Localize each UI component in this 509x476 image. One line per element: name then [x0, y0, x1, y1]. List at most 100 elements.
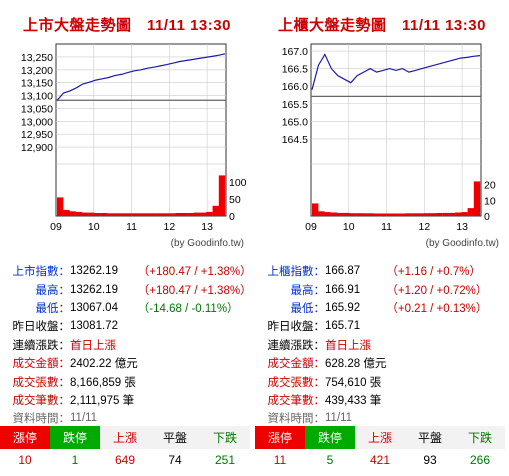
- stat-change: [386, 391, 487, 409]
- limit-down-count: 1: [71, 452, 79, 467]
- volume-bar: [181, 213, 188, 216]
- stat-label: 昨日收盤：: [12, 321, 71, 334]
- volume-bar: [399, 213, 406, 216]
- volume-bar: [312, 203, 319, 216]
- volume-bar: [81, 212, 89, 216]
- stat-change: [138, 391, 252, 409]
- volume-bar: [455, 212, 462, 216]
- panel-title: 上櫃大盤走勢圖 11/11 13:30: [278, 17, 486, 34]
- stat-row: 成交筆數： 2,111,975 筆: [10, 391, 252, 409]
- volume-bar: [349, 213, 356, 216]
- volume-bar: [436, 213, 443, 216]
- y-tick-label: 13,000: [21, 116, 53, 128]
- y-tick-label: 13,250: [21, 52, 53, 64]
- volume-bar: [162, 213, 170, 216]
- limit-down-header: 跌停: [50, 426, 100, 449]
- advance-header: 上漲: [100, 426, 150, 449]
- x-tick-label: 11: [381, 221, 392, 233]
- stat-change: [138, 372, 252, 390]
- panel-title: 上市大盤走勢圖 11/11 13:30: [23, 17, 231, 34]
- volume-bar: [169, 213, 176, 216]
- volume-bar: [106, 213, 114, 216]
- volume-bar: [374, 213, 381, 216]
- plot-frame: [55, 43, 227, 217]
- stat-change: [386, 354, 487, 372]
- volume-tick-label: 100: [229, 177, 247, 189]
- stat-change: （+1.20 / +0.72%）: [386, 284, 488, 297]
- stat-label: 最低：: [290, 302, 326, 315]
- volume-bar: [212, 205, 219, 216]
- stats-table: 上市指數： 13262.19 （+180.47 / +1.38%） 最高： 13262.…: [10, 262, 252, 428]
- volume-tick-label: 10: [484, 195, 496, 207]
- volume-bar: [206, 211, 213, 216]
- volume-bar: [94, 213, 101, 216]
- volume-tick-label: 0: [229, 211, 235, 223]
- volume-bar: [218, 175, 226, 216]
- stat-change: [138, 336, 252, 354]
- stat-row: 成交金額： 2402.22 億元: [10, 354, 252, 372]
- volume-bar: [187, 213, 195, 216]
- volume-bar: [355, 213, 362, 216]
- volume-bar: [461, 212, 468, 216]
- volume-bar: [193, 212, 201, 216]
- volume-bar: [63, 209, 70, 216]
- stat-value: 首日上漲: [70, 339, 116, 352]
- limit-up-header: 漲停: [255, 426, 305, 449]
- stat-change: （+180.47 / +1.38%）: [137, 266, 252, 279]
- stat-value: 13262.19: [70, 265, 118, 278]
- y-tick-label: 167.0: [282, 46, 308, 58]
- decline-count: 266: [469, 452, 491, 467]
- x-tick-label: 10: [343, 221, 355, 233]
- stat-row: 成交張數： 8,166,859 張: [10, 372, 252, 390]
- volume-bar: [131, 213, 139, 216]
- volume-bar: [405, 213, 412, 216]
- volume-tick-label: 50: [229, 194, 241, 206]
- stat-label: 成交張數：: [267, 376, 326, 389]
- x-tick-label: 11: [126, 221, 137, 233]
- volume-bar: [343, 212, 350, 216]
- volume-bar: [392, 213, 400, 216]
- stat-change: [386, 372, 487, 390]
- stat-change: [138, 317, 252, 335]
- stat-label: 最高：: [35, 284, 71, 297]
- volume-bar: [467, 208, 474, 216]
- stat-row: 最低： 13067.04 （-14.68 / -0.11%）: [10, 299, 252, 317]
- y-tick-label: 13,050: [21, 103, 53, 115]
- unchanged-header: 平盤: [405, 426, 455, 449]
- breadth-table: 漲停 跌停 上漲 平盤 下跌 11 5 421 93 266: [255, 426, 505, 470]
- volume-bar: [88, 212, 95, 216]
- stat-change: [386, 317, 487, 335]
- volume-bar: [442, 212, 450, 216]
- volume-bar: [330, 212, 338, 216]
- stat-value: 13262.19: [70, 283, 118, 296]
- stat-label: 最低：: [35, 302, 71, 315]
- y-tick-label: 12,900: [21, 142, 53, 154]
- tpex-panel: 上櫃大盤走勢圖 11/11 13:30 09 10 11 12 13 167.0 166.5…: [255, 0, 509, 476]
- credit-label: (by Goodinfo.tw): [426, 238, 499, 249]
- stat-label: 成交金額：: [267, 358, 326, 371]
- twse-panel: 上市大盤走勢圖 11/11 13:30 09 10 11 12 13 13,250 13,2…: [0, 0, 254, 476]
- stat-value: 439,433 筆: [325, 394, 382, 407]
- y-tick-label: 165.0: [282, 116, 308, 128]
- stat-label: 資料時間：: [267, 413, 326, 426]
- stat-value: 首日上漲: [325, 339, 371, 352]
- volume-bar: [137, 213, 145, 216]
- volume-bar: [380, 213, 387, 216]
- stat-value: 754,610 張: [325, 376, 382, 389]
- stat-value: 2402.22 億元: [70, 358, 138, 371]
- x-tick-label: 12: [418, 221, 430, 233]
- stat-label: 上櫃指數：: [267, 266, 326, 279]
- stat-label: 成交筆數：: [12, 394, 71, 407]
- stat-value: 8,166,859 張: [70, 376, 136, 389]
- plot-frame: [310, 43, 482, 217]
- stat-row: 資料時間： 11/11: [265, 409, 487, 427]
- stat-label: 最高：: [290, 284, 326, 297]
- volume-bar: [100, 213, 107, 216]
- stat-row: 成交筆數： 439,433 筆: [265, 391, 487, 409]
- stat-row: 最高： 166.91 （+1.20 / +0.72%）: [265, 280, 488, 298]
- stat-value: 13067.04: [70, 301, 118, 314]
- volume-bar: [57, 197, 64, 216]
- price-line: [56, 53, 226, 101]
- stat-value: 628.28 億元: [325, 358, 387, 371]
- stat-label: 成交金額：: [12, 358, 71, 371]
